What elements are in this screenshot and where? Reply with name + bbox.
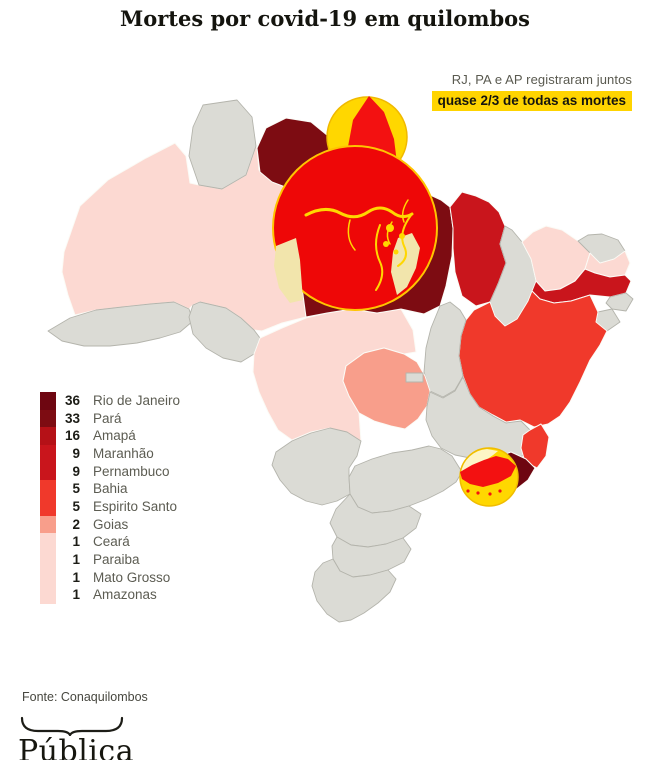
legend-state-name: Espirito Santo	[93, 498, 178, 514]
legend-row: 5 Espirito Santo	[58, 498, 238, 516]
annotation-line1: RJ, PA e AP registraram juntos	[451, 72, 632, 87]
legend-value: 16	[64, 428, 80, 444]
state-bahia	[458, 290, 608, 428]
legend-state-name: Pernambuco	[93, 463, 170, 479]
state-goias	[342, 347, 431, 430]
state-tocantins	[423, 301, 467, 398]
legend-value: 36	[64, 393, 80, 408]
legend-bar-segment	[40, 392, 56, 410]
legend-color-bar	[40, 392, 56, 605]
legend-row: 1 Amazonas	[58, 586, 238, 604]
legend-bar-segment	[40, 533, 56, 552]
legend-state-name: Paraiba	[93, 551, 140, 567]
legend-row: 1 Ceará	[58, 533, 238, 551]
brace-icon	[20, 716, 124, 736]
legend-row: 36 Rio de Janeiro	[58, 392, 238, 410]
legend-value: 1	[72, 587, 80, 603]
legend-row: 1 Paraiba	[58, 551, 238, 569]
legend-rows: 36 Rio de Janeiro 33 Pará 16 Amapá 9 Maranhão 9 P…	[58, 392, 238, 604]
state-espirito-santo	[520, 423, 550, 469]
legend-row: 16 Amapá	[58, 427, 238, 445]
state-sao-paulo	[348, 445, 463, 514]
amazon-river-delta-lines	[304, 199, 414, 291]
annotation: RJ, PA e AP registraram juntos quase 2/3…	[431, 72, 632, 111]
legend-state-name: Pará	[93, 410, 122, 426]
legend-state-name: Amapá	[93, 428, 136, 444]
legend-row: 9 Pernambuco	[58, 463, 238, 481]
state-alagoas	[605, 292, 634, 312]
legend-state-name: Bahia	[93, 481, 128, 497]
legend-value: 5	[72, 481, 80, 497]
amazon-river-delta-islands	[383, 224, 405, 255]
page-title: Mortes por covid-19 em quilombos	[119, 6, 531, 31]
rio-coast-specks	[466, 489, 502, 496]
overlap-khaki-east	[391, 233, 420, 295]
legend-value: 33	[64, 410, 80, 426]
legend-row: 9 Maranhão	[58, 445, 238, 463]
legend-value: 2	[72, 516, 80, 532]
annotation-highlight: quase 2/3 de todas as mortes	[431, 91, 632, 111]
publica-logo: Pública	[18, 714, 158, 760]
legend-bar-segment	[40, 551, 56, 569]
legend-bar-segment	[40, 480, 56, 499]
legend-bar-segment	[40, 568, 56, 587]
legend-value: 1	[72, 551, 80, 567]
legend-row: 1 Mato Grosso	[58, 569, 238, 587]
legend-state-name: Goias	[93, 516, 129, 532]
state-acre	[47, 301, 194, 347]
legend-value: 9	[72, 445, 80, 461]
overlap-khaki-west	[274, 238, 303, 303]
state-mato-grosso-do-sul	[271, 427, 362, 506]
state-rio-overlay	[460, 456, 516, 487]
state-distrito-federal	[405, 372, 424, 383]
legend-row: 33 Pará	[58, 410, 238, 428]
legend-state-name: Amazonas	[93, 587, 157, 603]
legend-row: 5 Bahia	[58, 480, 238, 498]
legend-row: 2 Goias	[58, 516, 238, 534]
legend-bar-segment	[40, 445, 56, 463]
state-rio-grande-do-sul	[311, 558, 397, 623]
legend-bar-segment	[40, 515, 56, 534]
legend-bar-segment	[40, 462, 56, 481]
legend-value: 5	[72, 498, 80, 514]
state-rondonia	[188, 301, 261, 363]
legend-bar-segment	[40, 586, 56, 605]
legend-state-name: Mato Grosso	[93, 569, 171, 585]
source-note: Fonte: Conaquilombos	[22, 690, 148, 704]
legend-state-name: Rio de Janeiro	[93, 393, 181, 408]
legend-value: 1	[72, 534, 80, 550]
legend-value: 9	[72, 463, 80, 479]
legend-state-name: Maranhão	[93, 445, 154, 461]
logo-wordmark: Pública	[18, 734, 135, 760]
legend-value: 1	[72, 569, 80, 585]
state-roraima	[188, 99, 257, 190]
legend-bar-segment	[40, 409, 56, 428]
legend-bar-segment	[40, 427, 56, 446]
legend-state-name: Ceará	[93, 534, 130, 550]
legend-bar-segment	[40, 498, 56, 516]
